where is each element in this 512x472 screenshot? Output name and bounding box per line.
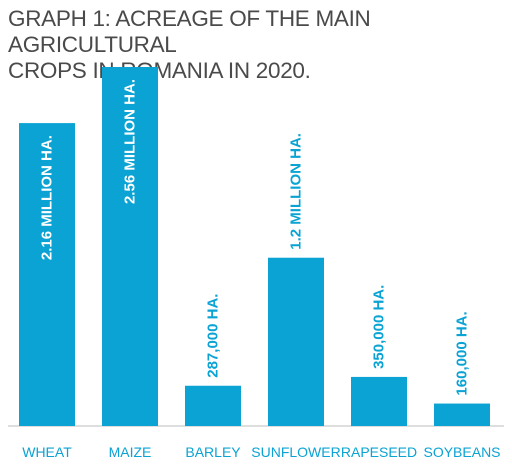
data-label-sunflower: 1.2 MILLION HA. <box>288 133 305 250</box>
category-label-sunflower: SUNFLOWER <box>251 444 340 460</box>
category-label-maize: MAIZE <box>109 444 152 460</box>
category-label-wheat: WHEAT <box>22 444 72 460</box>
bar-maize <box>102 67 158 426</box>
data-label-wheat: 2.16 MILLION HA. <box>39 135 56 260</box>
bar-soybeans <box>434 403 490 426</box>
data-label-soybeans: 160,000 HA. <box>454 311 471 395</box>
bar-wheat <box>19 123 75 426</box>
data-label-maize: 2.56 MILLION HA. <box>122 79 139 204</box>
category-label-rapeseed: RAPESEED <box>341 444 417 460</box>
category-label-barley: BARLEY <box>185 444 241 460</box>
data-label-rapeseed: 350,000 HA. <box>371 285 388 369</box>
bar-barley <box>185 385 241 426</box>
category-label-soybeans: SOYBEANS <box>423 444 500 460</box>
bar-sunflower <box>268 257 324 426</box>
data-label-barley: 287,000 HA. <box>205 294 222 378</box>
bar-rapeseed <box>351 376 407 426</box>
